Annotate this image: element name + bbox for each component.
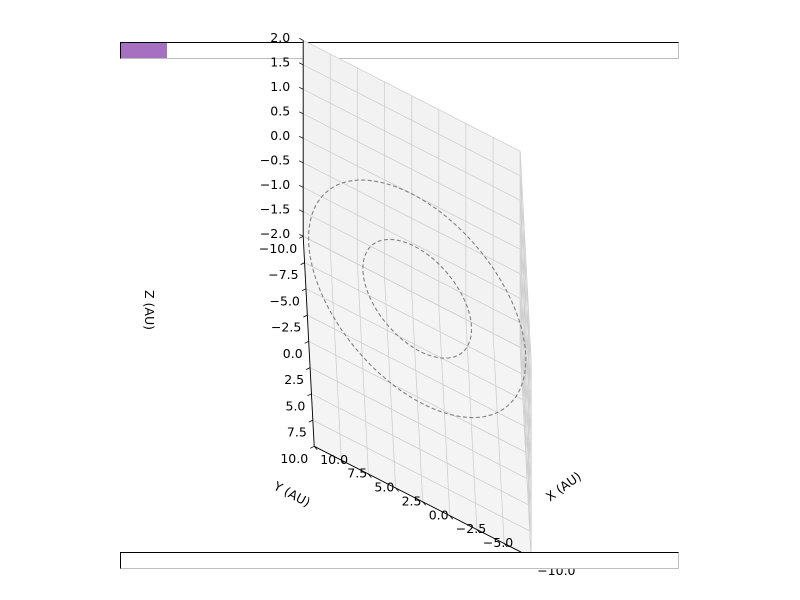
y-tick-label: 0.0 (283, 346, 303, 361)
right-pane-grid-line (519, 273, 532, 484)
z-axis-label: Z (AU) (142, 290, 157, 330)
z-tick-label: 0.0 (270, 128, 290, 143)
left-pane-grid-line (303, 211, 521, 324)
left-pane-grid-line (303, 39, 521, 152)
floor-grid-line (304, 262, 522, 374)
right-pane-grid-line (519, 224, 532, 435)
y-tick-label: 10.0 (280, 451, 308, 466)
z-tick-label: 1.5 (270, 54, 290, 69)
z-tick (299, 160, 304, 164)
y-tick (310, 445, 315, 449)
x-tick (395, 487, 399, 492)
left-pane-grid-line (303, 235, 521, 348)
left-pane-grid-line (303, 64, 521, 177)
left-pane-grid-line (303, 162, 521, 275)
y-tick-label: 7.5 (287, 425, 307, 440)
z-tick (299, 233, 304, 237)
x-tick (503, 543, 508, 548)
y-tick-label: −2.5 (271, 320, 301, 335)
z-tick-label: 0.5 (270, 103, 290, 118)
right-pane-grid-line (519, 347, 532, 558)
right-pane-grid-line (519, 298, 532, 509)
z-tick-label: 1.0 (270, 79, 290, 94)
z-tick-label: −1.0 (260, 177, 290, 192)
x-tick (476, 529, 481, 534)
left-pane-grid-line (303, 88, 521, 201)
orbit-line-1 (362, 238, 473, 359)
floor-grid-line (311, 393, 529, 506)
y-axis-label: Y (AU) (270, 478, 312, 510)
y-tick (307, 393, 312, 397)
floor-grid-line (312, 419, 530, 532)
y-tick (304, 340, 309, 344)
right-pane-grid-line (519, 322, 532, 533)
x-tick (313, 446, 318, 451)
left-pane-grid-line (303, 113, 521, 226)
y-tick (303, 314, 308, 318)
progress-bar-bottom (120, 552, 679, 569)
y-tick (308, 419, 313, 423)
y-tick-label: 5.0 (286, 398, 306, 413)
x-tick (368, 473, 372, 478)
grid-lines (302, 39, 532, 558)
floor-grid-line (305, 288, 524, 401)
z-tick (299, 135, 304, 139)
x-tick-label: −5.0 (483, 535, 513, 550)
right-pane-grid-line (519, 151, 532, 362)
right-pane-grid-line (519, 200, 532, 411)
z-tick (299, 62, 304, 66)
y-tick (301, 288, 307, 292)
progress-bar-top-fill (121, 43, 168, 58)
x-tick-label: 10.0 (320, 452, 348, 467)
floor-grid-line (307, 314, 525, 427)
z-tick-label: −0.5 (260, 152, 290, 167)
y-tick (305, 367, 311, 370)
x-axis-label: X (AU) (543, 469, 584, 505)
y-tick (299, 235, 304, 239)
floor-grid-line (308, 340, 526, 453)
orbit-line-2 (308, 179, 527, 419)
progress-bar-top (120, 42, 679, 59)
x-tick (449, 515, 454, 520)
x-tick (340, 459, 345, 464)
z-tick (299, 209, 304, 213)
left-pane-grid-line (303, 186, 521, 299)
x-tick-label: 7.5 (347, 466, 367, 481)
x-tick-label: 5.0 (374, 480, 394, 495)
orbit-lines (308, 179, 527, 419)
z-tick (299, 86, 304, 90)
y-tick-label: 2.5 (284, 372, 304, 387)
floor-grid-line (309, 367, 528, 479)
z-tick-label: −1.5 (260, 201, 290, 216)
y-tick-label: −5.0 (270, 293, 300, 308)
z-tick-label: −2.0 (260, 226, 290, 241)
z-tick (299, 111, 304, 115)
tick-marks (299, 37, 535, 562)
y-tick-label: −7.5 (268, 267, 298, 282)
x-tick-label: 0.0 (429, 507, 449, 522)
axis-panes (303, 40, 532, 558)
y-tick-label: −10.0 (259, 241, 297, 256)
z-tick-label: 2.0 (270, 30, 290, 45)
x-tick (422, 501, 427, 506)
x-tick-label: 2.5 (402, 493, 422, 508)
y-tick (300, 262, 305, 265)
z-tick (299, 37, 304, 41)
x-tick-label: −2.5 (456, 521, 486, 536)
right-pane-grid-line (519, 175, 532, 386)
z-tick (299, 184, 304, 188)
